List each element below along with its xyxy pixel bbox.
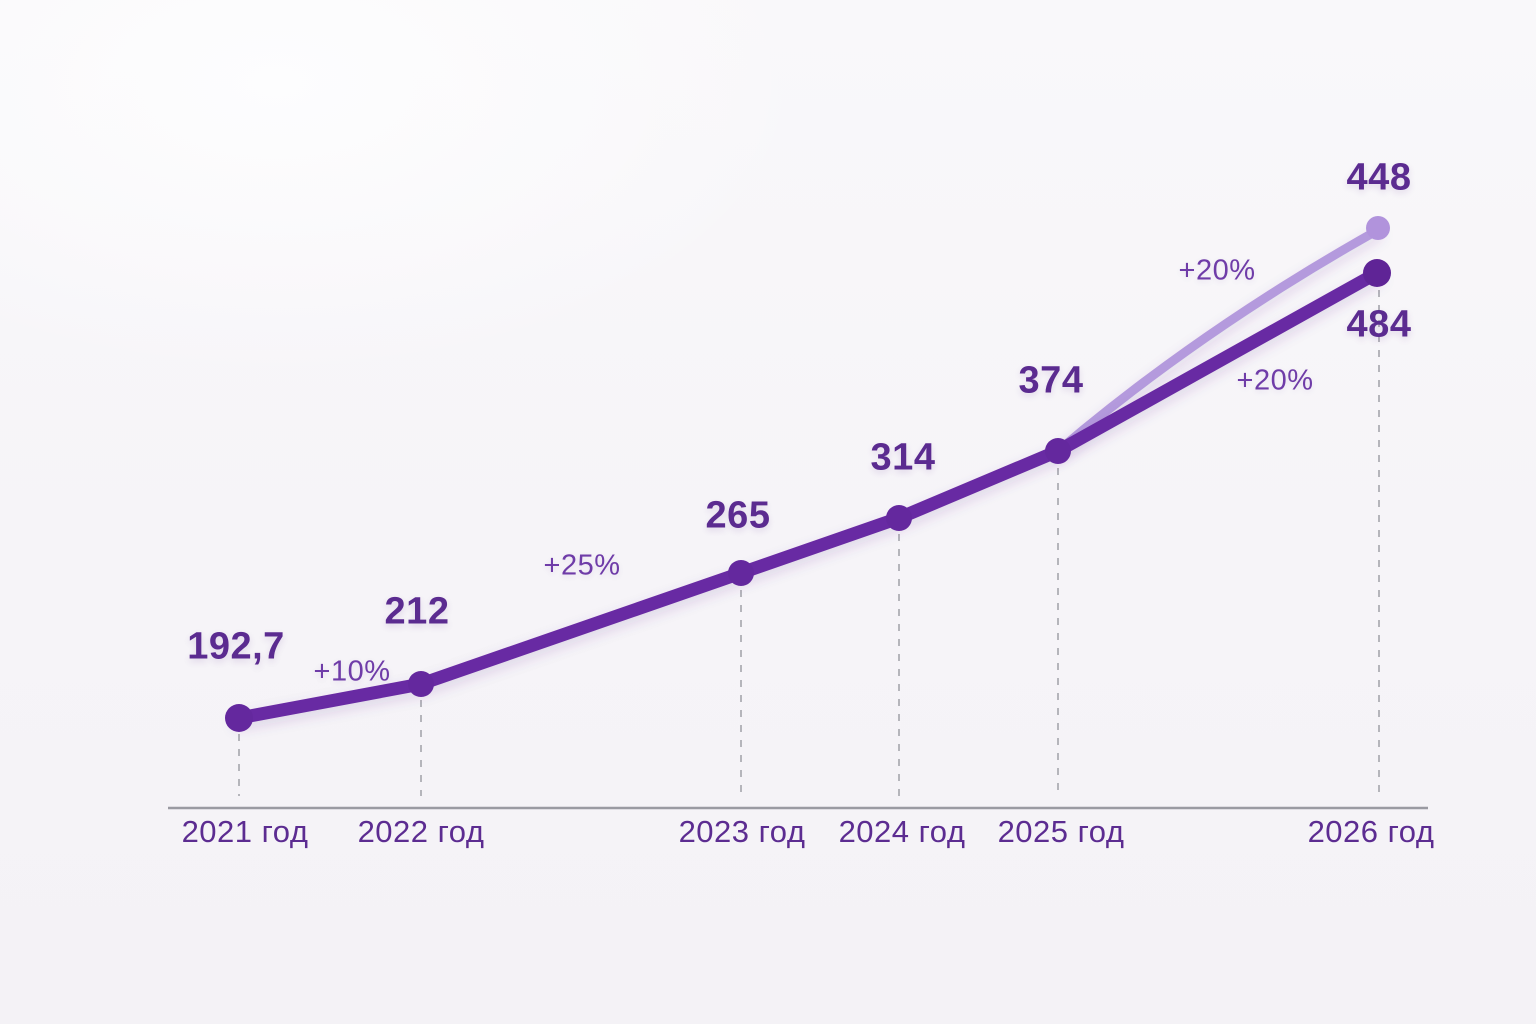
data-point-2026-projection <box>1366 216 1390 240</box>
value-label-2023: 265 <box>705 494 771 537</box>
x-tick-2023: 2023 год <box>678 814 806 849</box>
value-label-2026-projection: 448 <box>1346 156 1412 199</box>
x-tick-2021: 2021 год <box>181 814 309 849</box>
data-point-2024 <box>886 505 912 531</box>
growth-label-2026-projection: +20% <box>1178 254 1256 287</box>
growth-label-2022: +10% <box>313 655 391 688</box>
projection-line <box>1053 225 1383 456</box>
growth-label-2026-main: +20% <box>1236 364 1314 397</box>
x-tick-2026: 2026 год <box>1307 814 1435 849</box>
value-label-2022: 212 <box>384 590 450 633</box>
data-point-2022 <box>408 671 434 697</box>
value-label-2024: 314 <box>870 436 936 479</box>
value-label-2021: 192,7 <box>187 625 285 668</box>
value-label-2026-main: 484 <box>1346 303 1412 346</box>
x-tick-2022: 2022 год <box>357 814 485 849</box>
data-point-2023 <box>728 560 754 586</box>
value-label-2025: 374 <box>1018 359 1084 402</box>
data-point-group <box>225 259 1391 732</box>
x-tick-2025: 2025 год <box>997 814 1125 849</box>
data-point-2026-main <box>1363 259 1391 287</box>
main-line <box>232 266 1384 725</box>
data-point-2021 <box>225 704 253 732</box>
x-tick-2024: 2024 год <box>838 814 966 849</box>
dropline-group <box>238 290 1380 796</box>
growth-label-2023: +25% <box>543 549 621 582</box>
data-point-2025 <box>1045 438 1071 464</box>
